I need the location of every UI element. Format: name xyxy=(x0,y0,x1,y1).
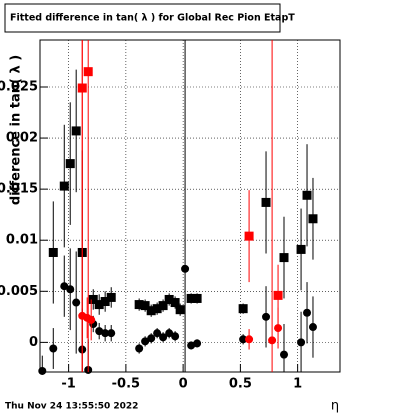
data-point xyxy=(302,190,312,200)
data-point xyxy=(193,339,202,348)
data-point xyxy=(88,294,98,304)
data-point xyxy=(72,298,81,307)
y-tick-label: 0.005 xyxy=(0,284,38,299)
data-point xyxy=(279,253,289,263)
data-point xyxy=(308,214,318,224)
x-tick-label: 0 xyxy=(179,377,188,392)
y-tick-label: 0.02 xyxy=(6,131,38,146)
data-point xyxy=(170,298,180,308)
data-point xyxy=(59,181,69,191)
y-tick-label: 0.01 xyxy=(6,233,38,248)
data-point xyxy=(152,304,162,314)
data-point xyxy=(262,312,271,321)
data-point xyxy=(66,285,75,294)
x-tick-label: -0.5 xyxy=(112,377,140,392)
data-point xyxy=(171,332,180,341)
data-point xyxy=(71,126,81,136)
data-point xyxy=(297,338,306,347)
data-point xyxy=(186,293,196,303)
x-tick-label: -1 xyxy=(61,377,75,392)
data-point xyxy=(107,329,116,338)
data-point xyxy=(134,300,144,310)
data-point xyxy=(268,336,277,345)
chart-title: Fitted difference in tan( λ ) for Global… xyxy=(10,13,295,24)
data-point xyxy=(48,247,58,257)
x-axis-label: η xyxy=(331,399,339,414)
data-point xyxy=(101,329,110,338)
data-point xyxy=(153,329,162,338)
data-point xyxy=(245,335,254,344)
data-point xyxy=(238,304,248,314)
plot-frame xyxy=(39,39,341,373)
data-point xyxy=(94,300,104,310)
data-point xyxy=(83,67,93,77)
y-tick-label: 0.015 xyxy=(0,182,38,197)
timestamp: Thu Nov 24 13:55:50 2022 xyxy=(5,402,138,412)
data-point xyxy=(135,344,144,353)
data-point xyxy=(140,301,150,311)
data-point xyxy=(100,297,110,307)
data-point xyxy=(192,293,202,303)
data-point xyxy=(49,344,58,353)
data-point xyxy=(280,350,289,359)
y-tick-label: 0.025 xyxy=(0,79,38,94)
data-point xyxy=(87,315,96,324)
data-point xyxy=(308,323,317,332)
data-point xyxy=(165,329,174,338)
y-axis-label: difference in tan( λ ) xyxy=(9,55,24,205)
data-point xyxy=(147,334,156,343)
data-point xyxy=(146,306,156,316)
data-point xyxy=(273,290,283,300)
data-point xyxy=(175,305,185,315)
data-point xyxy=(261,197,271,207)
x-tick-label: 0.5 xyxy=(229,377,252,392)
data-point xyxy=(38,366,47,375)
data-point xyxy=(274,324,283,333)
title-box xyxy=(4,3,281,33)
x-tick-label: 1 xyxy=(293,377,302,392)
data-point xyxy=(158,301,168,311)
data-point xyxy=(141,337,150,346)
data-point xyxy=(303,308,312,317)
data-point xyxy=(65,159,75,169)
data-point xyxy=(164,294,174,304)
data-point xyxy=(239,335,248,344)
data-point xyxy=(296,244,306,254)
data-point xyxy=(244,231,254,241)
y-tick-label: 0 xyxy=(29,335,38,350)
data-point xyxy=(181,264,190,273)
data-point xyxy=(60,282,69,291)
data-point xyxy=(106,292,116,302)
data-point xyxy=(159,333,168,342)
